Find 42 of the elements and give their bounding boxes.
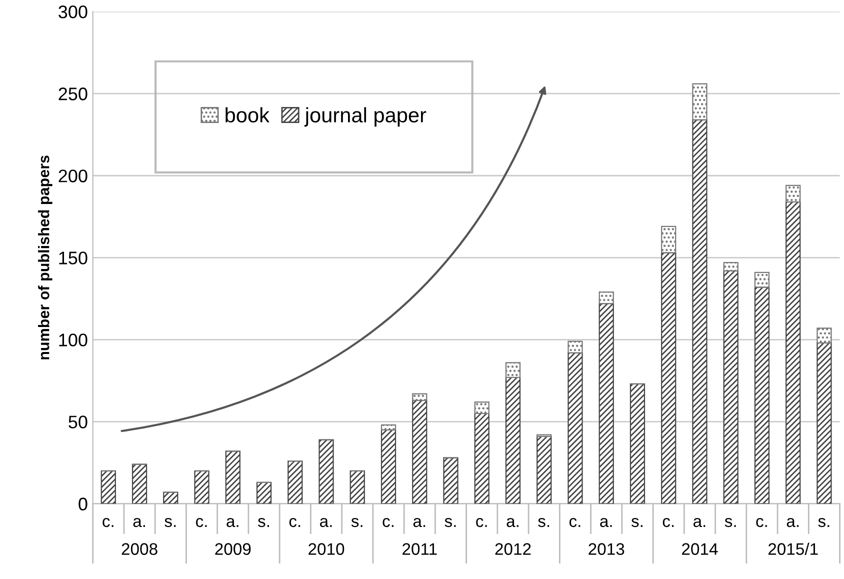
x-tick-label: s. xyxy=(351,518,362,528)
x-tick-label: c. xyxy=(289,518,300,528)
y-tick-label: 100 xyxy=(59,334,88,346)
text: 2014 xyxy=(682,543,718,555)
x-tick-label: s. xyxy=(164,518,176,528)
text: 2009 xyxy=(215,543,251,555)
x-tick-label: s. xyxy=(258,518,269,528)
x-tick-label: c. xyxy=(196,518,207,528)
text: 2011 xyxy=(402,543,437,555)
x-tick-label: a. xyxy=(506,518,518,528)
y-tick-label: 50 xyxy=(68,416,88,428)
x-tick-label: c. xyxy=(102,518,114,528)
y-tick-label: 300 xyxy=(58,6,88,18)
x-tick-label: c. xyxy=(756,518,767,528)
x-tick-label: s. xyxy=(631,518,642,528)
text: 2010 xyxy=(308,543,344,555)
x-tick-label: c. xyxy=(662,518,674,528)
x-tick-label: a. xyxy=(133,518,145,528)
legend-label: book xyxy=(226,107,270,123)
y-axis-title: number of published papers xyxy=(38,156,52,360)
x-tick-label: a. xyxy=(320,518,332,528)
x-tick-label: c. xyxy=(382,518,394,528)
x-tick-label: a. xyxy=(600,518,612,528)
legend-label: journal paper xyxy=(304,107,426,127)
text: 2013 xyxy=(588,543,624,555)
text: 2012 xyxy=(495,543,531,555)
x-tick-label: s. xyxy=(818,518,830,528)
x-tick-label: c. xyxy=(569,518,580,528)
y-tick-label: 200 xyxy=(58,170,88,182)
x-tick-label: a. xyxy=(786,518,799,528)
x-tick-label: a. xyxy=(226,518,238,528)
x-tick-label: a. xyxy=(693,518,706,528)
x-tick-label: s. xyxy=(724,518,736,528)
x-tick-label: a. xyxy=(413,518,426,528)
y-tick-label: 250 xyxy=(58,88,88,100)
text: 2008 xyxy=(122,543,158,555)
y-tick-label: 150 xyxy=(59,252,88,264)
y-tick-label: 0 xyxy=(78,498,88,510)
x-tick-label: s. xyxy=(538,518,550,528)
x-tick-label: c. xyxy=(476,518,487,528)
x-tick-label: s. xyxy=(444,518,456,528)
text: 2015/1 xyxy=(768,542,818,555)
